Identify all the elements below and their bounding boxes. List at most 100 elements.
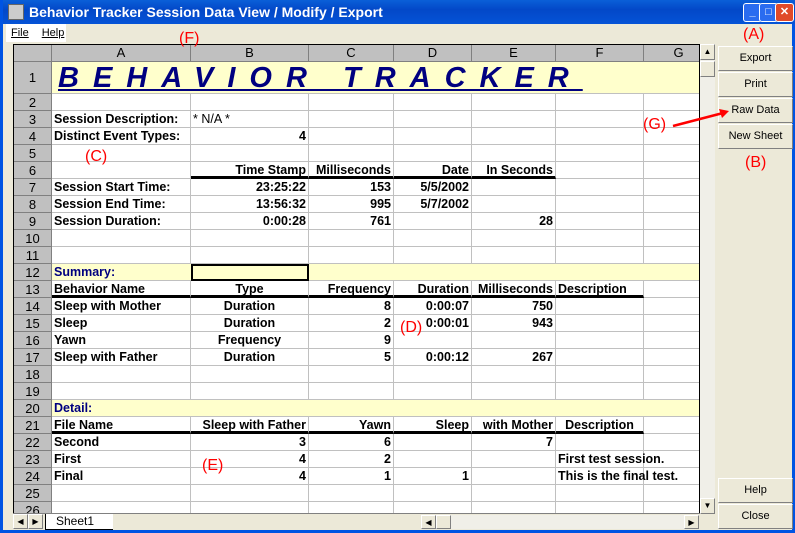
cell-F3[interactable] <box>556 111 644 128</box>
cell-F8[interactable] <box>556 196 644 213</box>
scroll-right-arrow-icon[interactable]: ▶ <box>684 515 699 529</box>
cell-B5[interactable] <box>191 145 309 162</box>
cell-C14[interactable]: 8 <box>309 298 394 315</box>
cell-E6[interactable]: In Seconds <box>472 162 556 179</box>
cell-G16[interactable] <box>644 332 699 349</box>
cell-A2[interactable] <box>52 94 191 111</box>
cell-D23[interactable] <box>394 451 472 468</box>
cell-F2[interactable] <box>556 94 644 111</box>
cell-G14[interactable] <box>644 298 699 315</box>
cell-C4[interactable] <box>309 128 394 145</box>
help-button[interactable]: Help <box>718 478 793 503</box>
cell-G9[interactable] <box>644 213 699 230</box>
cell-D7[interactable]: 5/5/2002 <box>394 179 472 196</box>
cell-C23[interactable]: 2 <box>309 451 394 468</box>
column-header-F[interactable]: F <box>556 45 644 62</box>
row-header-6[interactable]: 6 <box>14 162 52 179</box>
cell-F19[interactable] <box>556 383 644 400</box>
cell-A15[interactable]: Sleep <box>52 315 191 332</box>
cell-D26[interactable] <box>394 502 472 513</box>
cell-D16[interactable] <box>394 332 472 349</box>
row-header-21[interactable]: 21 <box>14 417 52 434</box>
cell-B2[interactable] <box>191 94 309 111</box>
cell-E7[interactable] <box>472 179 556 196</box>
cell-D22[interactable] <box>394 434 472 451</box>
cell-C15[interactable]: 2 <box>309 315 394 332</box>
cell-D12[interactable] <box>394 264 472 281</box>
cell-E24[interactable] <box>472 468 556 485</box>
cell-E12[interactable] <box>472 264 556 281</box>
cell-A25[interactable] <box>52 485 191 502</box>
cell-B25[interactable] <box>191 485 309 502</box>
cell-B14[interactable]: Duration <box>191 298 309 315</box>
cell-E20[interactable] <box>472 400 556 417</box>
cell-A13[interactable]: Behavior Name <box>52 281 191 298</box>
cell-F26[interactable] <box>556 502 644 513</box>
row-header-10[interactable]: 10 <box>14 230 52 247</box>
cell-G6[interactable] <box>644 162 699 179</box>
sheet-tab[interactable]: Sheet1 <box>45 514 113 530</box>
cell-G1[interactable] <box>644 62 699 94</box>
cell-F10[interactable] <box>556 230 644 247</box>
cell-B3[interactable]: * N/A * <box>191 111 309 128</box>
cell-A8[interactable]: Session End Time: <box>52 196 191 213</box>
row-header-8[interactable]: 8 <box>14 196 52 213</box>
cell-B10[interactable] <box>191 230 309 247</box>
cell-C11[interactable] <box>309 247 394 264</box>
cell-G18[interactable] <box>644 366 699 383</box>
cell-B19[interactable] <box>191 383 309 400</box>
row-header-23[interactable]: 23 <box>14 451 52 468</box>
cell-B20[interactable] <box>191 400 309 417</box>
cell-D18[interactable] <box>394 366 472 383</box>
cell-A19[interactable] <box>52 383 191 400</box>
cell-B23[interactable]: 4 <box>191 451 309 468</box>
cell-D3[interactable] <box>394 111 472 128</box>
cell-B1[interactable] <box>191 62 309 94</box>
cell-D8[interactable]: 5/7/2002 <box>394 196 472 213</box>
cell-E8[interactable] <box>472 196 556 213</box>
cell-E15[interactable]: 943 <box>472 315 556 332</box>
cell-G15[interactable] <box>644 315 699 332</box>
cell-C19[interactable] <box>309 383 394 400</box>
row-header-3[interactable]: 3 <box>14 111 52 128</box>
menu-file[interactable]: File <box>11 27 29 39</box>
cell-F4[interactable] <box>556 128 644 145</box>
cell-E9[interactable]: 28 <box>472 213 556 230</box>
hscroll-thumb[interactable] <box>436 515 451 529</box>
cell-F22[interactable] <box>556 434 644 451</box>
cell-A22[interactable]: Second <box>52 434 191 451</box>
row-header-22[interactable]: 22 <box>14 434 52 451</box>
cell-F25[interactable] <box>556 485 644 502</box>
cell-F16[interactable] <box>556 332 644 349</box>
row-header-19[interactable]: 19 <box>14 383 52 400</box>
cell-D2[interactable] <box>394 94 472 111</box>
cell-A10[interactable] <box>52 230 191 247</box>
cell-B6[interactable]: Time Stamp <box>191 162 309 179</box>
cell-D19[interactable] <box>394 383 472 400</box>
cell-D25[interactable] <box>394 485 472 502</box>
row-header-13[interactable]: 13 <box>14 281 52 298</box>
cell-C18[interactable] <box>309 366 394 383</box>
cell-C6[interactable]: Milliseconds <box>309 162 394 179</box>
row-header-11[interactable]: 11 <box>14 247 52 264</box>
cell-C2[interactable] <box>309 94 394 111</box>
spreadsheet-grid[interactable]: A B C D E F G 1 2 3 Session Description: * N/A * 4 Di… <box>13 44 700 514</box>
cell-D14[interactable]: 0:00:07 <box>394 298 472 315</box>
cell-G10[interactable] <box>644 230 699 247</box>
cell-G22[interactable] <box>644 434 699 451</box>
cell-C17[interactable]: 5 <box>309 349 394 366</box>
vertical-scrollbar[interactable]: ▲ ▼ <box>700 44 715 514</box>
cell-E14[interactable]: 750 <box>472 298 556 315</box>
column-header-D[interactable]: D <box>394 45 472 62</box>
cell-C25[interactable] <box>309 485 394 502</box>
cell-C22[interactable]: 6 <box>309 434 394 451</box>
cell-A12[interactable]: Summary: <box>52 264 191 281</box>
cell-A21[interactable]: File Name <box>52 417 191 434</box>
cell-B22[interactable]: 3 <box>191 434 309 451</box>
column-header-E[interactable]: E <box>472 45 556 62</box>
row-header-18[interactable]: 18 <box>14 366 52 383</box>
scroll-left-arrow-icon[interactable]: ◀ <box>421 515 436 529</box>
cell-F17[interactable] <box>556 349 644 366</box>
cell-G20[interactable] <box>644 400 699 417</box>
cell-D11[interactable] <box>394 247 472 264</box>
